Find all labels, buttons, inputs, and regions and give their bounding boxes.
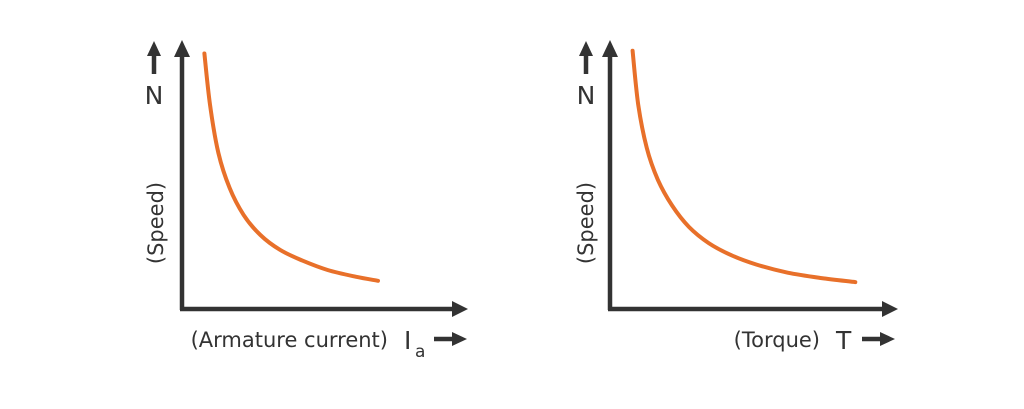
x-axis-arrowhead [882, 301, 898, 317]
y-axis-arrowhead [174, 40, 190, 57]
y-axis-label: (Speed) [144, 182, 168, 264]
x-axis-symbol-subscript: a [415, 342, 425, 362]
y-axis-symbol: N [145, 81, 164, 110]
y-axis-arrowhead [602, 40, 618, 57]
speed-curve [630, 48, 858, 285]
chart-speed-vs-armature-current: N (Speed) (Armature current) I a [144, 40, 468, 362]
x-axis-label: (Armature current) [191, 328, 388, 352]
right-arrow-icon [434, 332, 467, 346]
right-arrow-icon [862, 332, 895, 346]
up-arrow-icon [147, 41, 161, 74]
speed-curve [202, 51, 380, 283]
chart-speed-vs-torque: N (Speed) (Torque) T [574, 40, 898, 355]
x-axis-arrowhead [452, 301, 468, 317]
x-axis-label: (Torque) [734, 328, 820, 352]
y-axis-symbol: N [577, 81, 596, 110]
y-axis-label: (Speed) [574, 182, 598, 264]
x-axis-symbol: I [404, 326, 411, 355]
up-arrow-icon [579, 41, 593, 74]
x-axis-symbol: T [835, 326, 852, 355]
